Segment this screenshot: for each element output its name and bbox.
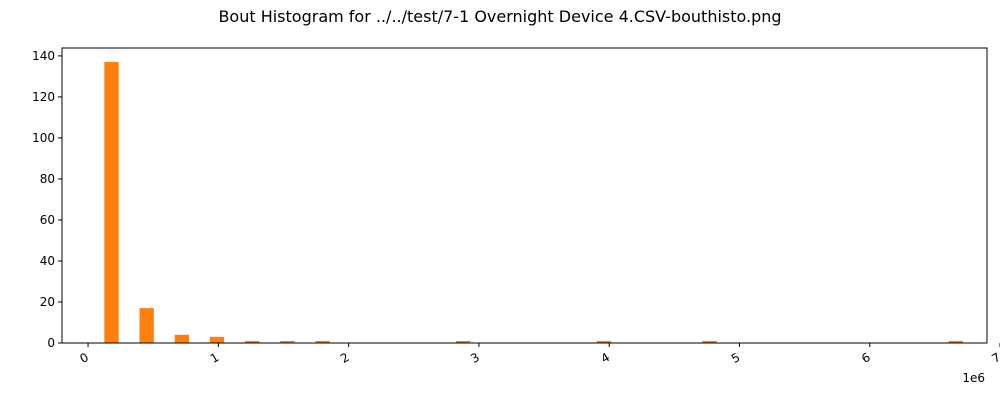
histogram-bar-10: [948, 340, 963, 343]
histogram-bar-2: [174, 334, 190, 343]
y-tick-label-3: 60: [40, 213, 55, 227]
histogram-bar-9: [702, 340, 717, 343]
x-tick-label-6: 6: [859, 350, 873, 366]
y-tick-label-4: 80: [40, 172, 55, 186]
x-tick-label-7: 7: [989, 350, 1000, 366]
x-tick-label-1: 1: [208, 350, 222, 366]
y-tick-label-7: 140: [32, 49, 55, 63]
plot-frame: [61, 47, 988, 344]
histogram-bar-0: [104, 62, 119, 344]
histogram-bar-4: [245, 340, 260, 343]
y-tick-label-1: 20: [40, 295, 55, 309]
x-axis: 0 1 2 3 4 5 6 7: [77, 343, 1000, 366]
y-tick-label-6: 120: [32, 90, 55, 104]
chart-title: Bout Histogram for ../../test/7-1 Overni…: [218, 7, 781, 26]
y-axis: 0 20 40 60 80 100 120 140: [32, 49, 62, 350]
x-tick-label-3: 3: [468, 350, 482, 366]
histogram-bar-6: [315, 340, 330, 343]
histogram-bar-7: [456, 340, 471, 343]
x-offset-label: 1e6: [962, 371, 985, 385]
y-tick-label-0: 0: [47, 336, 55, 350]
x-tick-label-4: 4: [599, 350, 613, 366]
x-tick-label-2: 2: [338, 350, 352, 366]
y-tick-label-2: 40: [40, 254, 55, 268]
x-tick-label-5: 5: [729, 350, 743, 366]
x-tick-label-0: 0: [77, 350, 91, 366]
histogram-bar-3: [209, 336, 225, 343]
histogram-bar-1: [139, 308, 154, 343]
histogram-bar-8: [596, 340, 612, 343]
histogram-bar-5: [280, 340, 295, 343]
y-tick-label-5: 100: [32, 131, 55, 145]
bars-layer: [104, 62, 963, 344]
